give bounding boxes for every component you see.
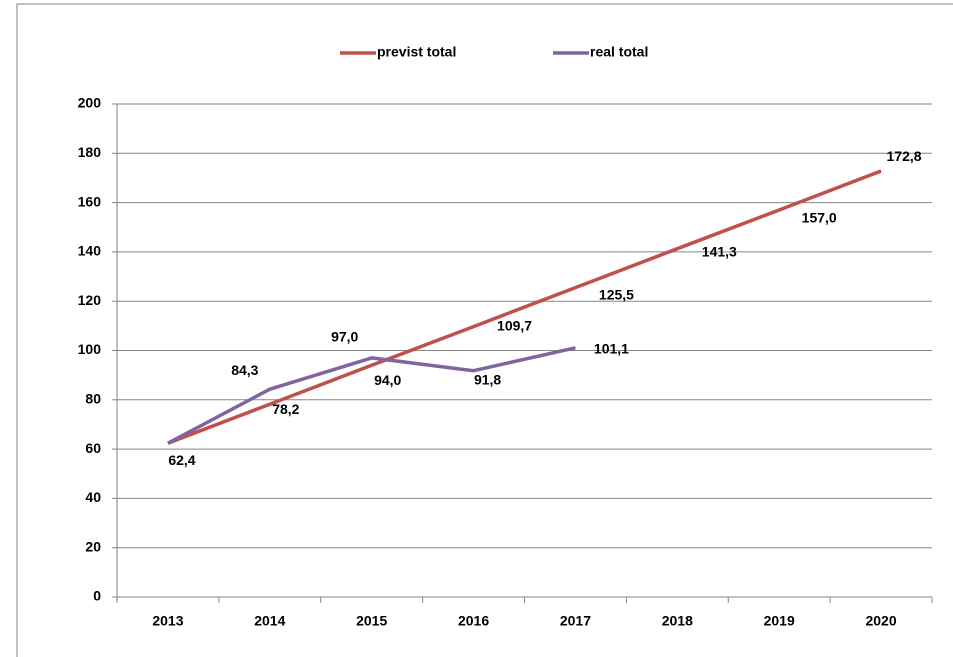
x-tick-label: 2020 (865, 613, 896, 629)
x-tick-label: 2018 (662, 613, 693, 629)
data-label: 172,8 (887, 148, 922, 164)
x-tick-label: 2014 (254, 613, 285, 629)
y-tick-label: 200 (78, 95, 102, 111)
legend-label: previst total (377, 44, 456, 60)
data-label: 91,8 (474, 371, 501, 387)
data-label: 157,0 (802, 210, 837, 226)
y-tick-label: 160 (78, 193, 102, 209)
x-tick-label: 2019 (764, 613, 795, 629)
data-label: 109,7 (497, 317, 532, 333)
data-label: 97,0 (331, 329, 358, 345)
y-tick-label: 0 (93, 588, 101, 604)
data-label: 84,3 (231, 362, 258, 378)
y-tick-label: 20 (85, 538, 101, 554)
x-tick-label: 2017 (560, 613, 591, 629)
y-tick-label: 180 (78, 144, 102, 160)
legend-label: real total (590, 44, 648, 60)
data-label: 94,0 (374, 372, 401, 388)
y-tick-label: 80 (85, 391, 101, 407)
y-tick-label: 60 (85, 440, 101, 456)
x-tick-label: 2013 (152, 613, 183, 629)
chart-frame (16, 3, 953, 657)
x-tick-label: 2016 (458, 613, 489, 629)
series-line (167, 169, 882, 445)
data-label: 101,1 (594, 340, 629, 356)
data-label: 125,5 (599, 286, 634, 302)
data-label: 78,2 (272, 401, 299, 417)
y-tick-label: 100 (78, 341, 102, 357)
data-label: 62,4 (168, 452, 195, 468)
y-tick-label: 140 (78, 243, 102, 259)
data-label: 141,3 (702, 243, 737, 259)
series-line (167, 346, 576, 445)
y-tick-label: 40 (85, 489, 101, 505)
y-tick-label: 120 (78, 292, 102, 308)
x-tick-label: 2015 (356, 613, 387, 629)
